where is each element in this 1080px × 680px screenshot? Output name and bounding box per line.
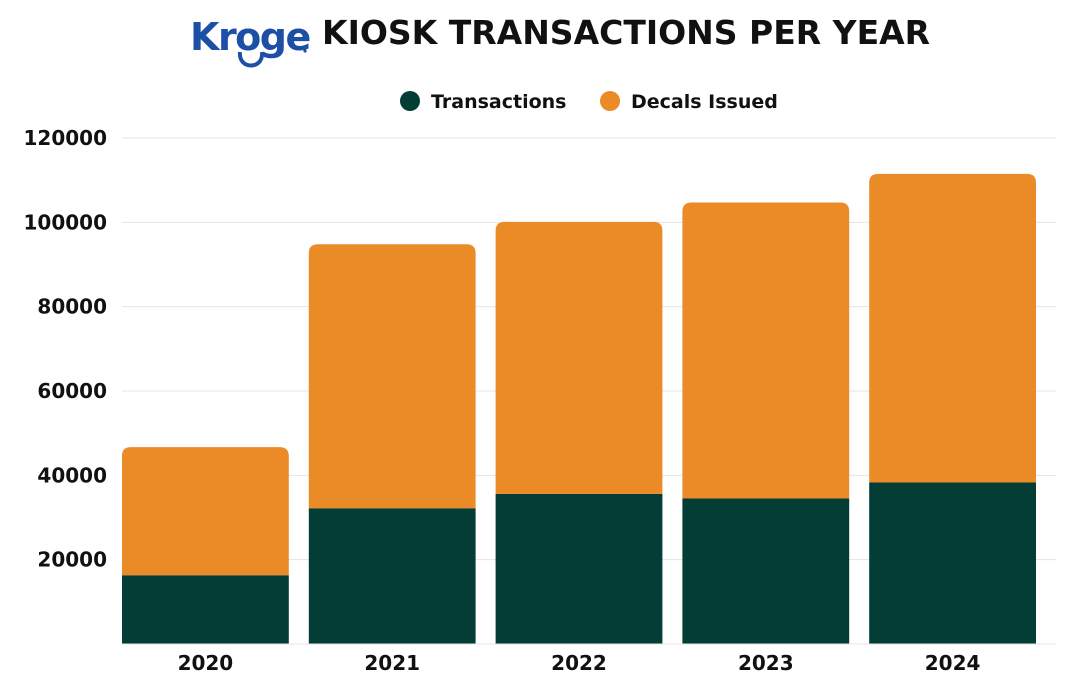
svg-text:Kroger: Kroger [190,15,310,59]
bars [122,173,1036,644]
x-tick-label: 2020 [178,651,234,675]
bar-decals-issued-2021 [308,244,476,509]
y-tick-label: 100000 [24,210,108,234]
y-tick-label: 20000 [37,548,107,572]
x-tick-label: 2023 [738,651,794,675]
x-tick-label: 2022 [551,651,607,675]
bar-decals-issued-2022 [495,221,663,494]
legend-swatch-transactions [400,91,420,111]
y-tick-label: 40000 [37,463,107,487]
bar-transactions-2021 [308,508,476,644]
chart-title: KIOSK TRANSACTIONS PER YEAR [322,13,931,52]
bar-decals-issued-2024 [869,173,1036,483]
y-axis: 20000 40000 60000 80000 100000 120000 [24,126,108,572]
legend-swatch-decals-issued [600,91,620,111]
legend: Transactions Decals Issued [400,91,778,113]
bar-transactions-2023 [682,498,850,644]
x-tick-label: 2021 [364,651,420,675]
bar-transactions-2020 [122,575,289,644]
x-axis: 2020 2021 2022 2023 2024 [122,643,1056,675]
bar-decals-issued-2020 [122,447,289,576]
y-tick-label: 80000 [37,295,107,319]
y-tick-label: 60000 [37,379,107,403]
bar-transactions-2024 [869,482,1036,644]
kroger-logo: Kroger [188,8,310,74]
y-tick-label: 120000 [24,126,108,150]
x-tick-label: 2024 [925,651,981,675]
bar-transactions-2022 [495,493,663,644]
legend-label: Decals Issued [631,91,778,113]
bar-decals-issued-2023 [682,202,850,499]
header: Kroger KIOSK TRANSACTIONS PER YEAR [0,0,1080,80]
legend-label: Transactions [431,91,566,113]
